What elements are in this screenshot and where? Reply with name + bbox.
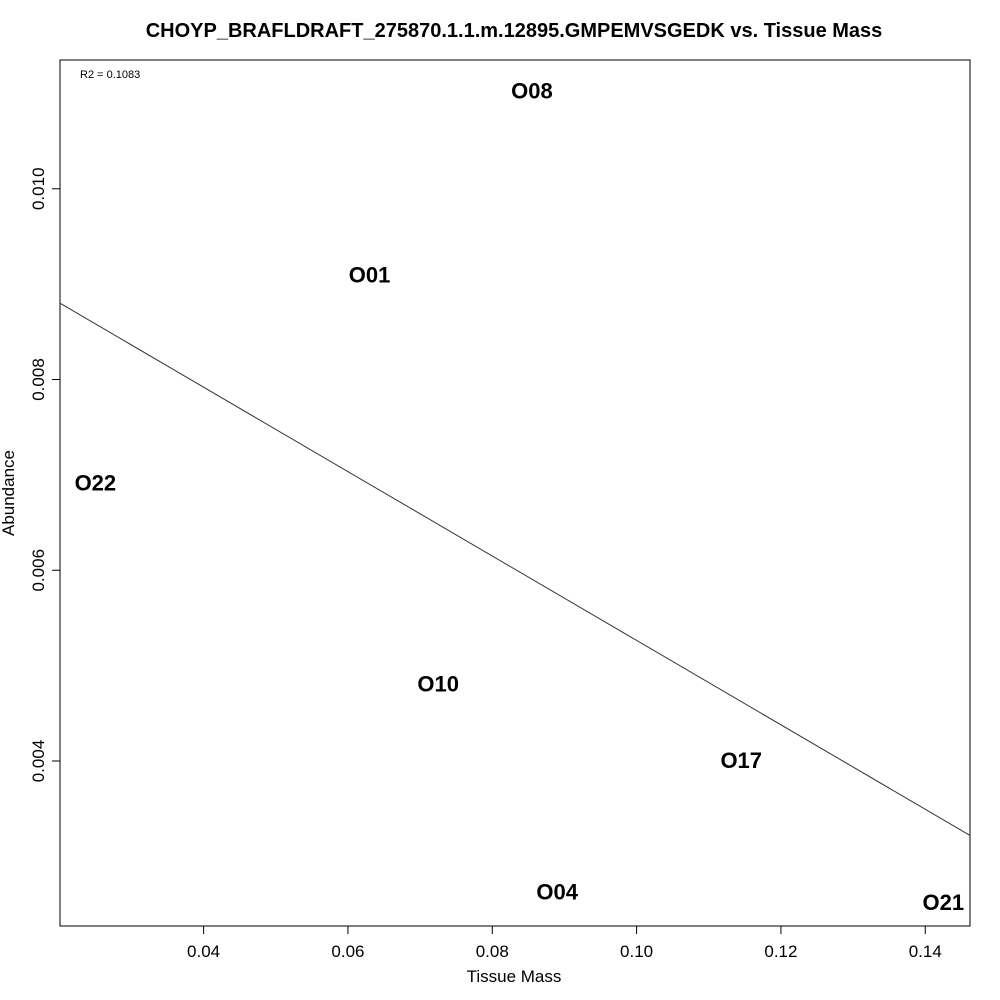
x-tick-label: 0.10 <box>620 942 653 961</box>
point-label-o04: O04 <box>536 880 578 905</box>
point-label-o01: O01 <box>349 263 391 288</box>
y-tick-label: 0.004 <box>29 740 48 783</box>
point-label-o08: O08 <box>511 79 553 104</box>
point-label-o17: O17 <box>720 748 762 773</box>
chart-title: CHOYP_BRAFLDRAFT_275870.1.1.m.12895.GMPE… <box>146 20 883 42</box>
point-label-o10: O10 <box>417 672 459 697</box>
r2-annotation: R2 = 0.1083 <box>80 69 140 81</box>
y-tick-label: 0.010 <box>29 167 48 210</box>
y-tick-label: 0.006 <box>29 549 48 592</box>
y-tick-label: 0.008 <box>29 358 48 401</box>
y-axis-label: Abundance <box>0 450 18 536</box>
point-labels: O08 O01 O22 O10 O17 O04 O21 <box>75 79 965 916</box>
plot-frame <box>59 59 971 927</box>
point-label-o21: O21 <box>923 890 965 915</box>
regression-line <box>59 302 971 836</box>
x-tick-label: 0.14 <box>909 942 942 961</box>
point-label-o22: O22 <box>75 471 117 496</box>
y-axis: 0.004 0.006 0.008 0.010 <box>29 167 60 782</box>
x-tick-label: 0.04 <box>187 942 220 961</box>
x-tick-label: 0.06 <box>331 942 364 961</box>
regression-line-group <box>59 302 971 836</box>
x-axis-label: Tissue Mass <box>467 967 562 986</box>
x-tick-label: 0.08 <box>476 942 509 961</box>
x-tick-label: 0.12 <box>764 942 797 961</box>
x-axis: 0.04 0.06 0.08 0.10 0.12 0.14 <box>187 926 942 961</box>
